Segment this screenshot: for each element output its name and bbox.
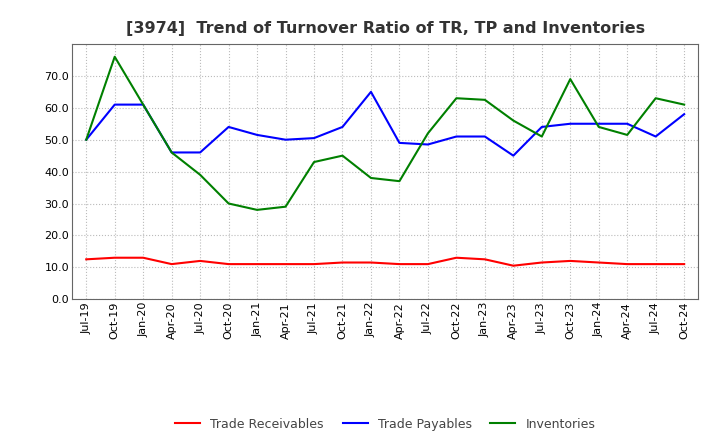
Trade Receivables xyxy=(452,255,461,260)
Inventories xyxy=(82,137,91,142)
Inventories xyxy=(253,207,261,213)
Trade Receivables xyxy=(82,257,91,262)
Inventories xyxy=(167,150,176,155)
Line: Trade Receivables: Trade Receivables xyxy=(86,258,684,266)
Trade Payables xyxy=(452,134,461,139)
Trade Payables xyxy=(167,150,176,155)
Inventories xyxy=(196,172,204,177)
Inventories xyxy=(566,77,575,82)
Inventories xyxy=(110,54,119,59)
Inventories xyxy=(452,95,461,101)
Trade Receivables xyxy=(282,261,290,267)
Inventories xyxy=(509,118,518,123)
Trade Receivables xyxy=(480,257,489,262)
Inventories xyxy=(395,179,404,184)
Trade Receivables xyxy=(110,255,119,260)
Inventories xyxy=(282,204,290,209)
Trade Receivables xyxy=(623,261,631,267)
Inventories xyxy=(652,95,660,101)
Trade Receivables xyxy=(652,261,660,267)
Trade Receivables xyxy=(253,261,261,267)
Inventories xyxy=(623,132,631,138)
Inventories xyxy=(225,201,233,206)
Trade Receivables xyxy=(225,261,233,267)
Trade Payables xyxy=(623,121,631,126)
Trade Payables xyxy=(480,134,489,139)
Trade Payables xyxy=(652,134,660,139)
Trade Payables xyxy=(595,121,603,126)
Trade Payables xyxy=(82,137,91,142)
Trade Payables xyxy=(395,140,404,146)
Trade Payables xyxy=(225,124,233,129)
Trade Receivables xyxy=(338,260,347,265)
Legend: Trade Receivables, Trade Payables, Inventories: Trade Receivables, Trade Payables, Inven… xyxy=(170,413,600,436)
Trade Receivables xyxy=(395,261,404,267)
Trade Payables xyxy=(253,132,261,138)
Inventories xyxy=(338,153,347,158)
Trade Receivables xyxy=(595,260,603,265)
Trade Receivables xyxy=(680,261,688,267)
Trade Receivables xyxy=(566,258,575,264)
Trade Payables xyxy=(338,124,347,129)
Trade Payables xyxy=(423,142,432,147)
Trade Payables xyxy=(139,102,148,107)
Inventories xyxy=(139,102,148,107)
Trade Receivables xyxy=(423,261,432,267)
Inventories xyxy=(537,134,546,139)
Trade Receivables xyxy=(537,260,546,265)
Line: Inventories: Inventories xyxy=(86,57,684,210)
Trade Payables xyxy=(282,137,290,142)
Line: Trade Payables: Trade Payables xyxy=(86,92,684,156)
Trade Payables xyxy=(680,111,688,117)
Inventories xyxy=(310,159,318,165)
Trade Payables xyxy=(509,153,518,158)
Trade Payables xyxy=(566,121,575,126)
Trade Receivables xyxy=(167,261,176,267)
Trade Payables xyxy=(537,124,546,129)
Trade Payables xyxy=(310,136,318,141)
Inventories xyxy=(423,131,432,136)
Inventories xyxy=(595,124,603,129)
Title: [3974]  Trend of Turnover Ratio of TR, TP and Inventories: [3974] Trend of Turnover Ratio of TR, TP… xyxy=(125,21,645,36)
Inventories xyxy=(366,175,375,180)
Inventories xyxy=(680,102,688,107)
Trade Receivables xyxy=(196,258,204,264)
Trade Receivables xyxy=(509,263,518,268)
Trade Payables xyxy=(196,150,204,155)
Inventories xyxy=(480,97,489,103)
Trade Receivables xyxy=(310,261,318,267)
Trade Payables xyxy=(366,89,375,95)
Trade Payables xyxy=(110,102,119,107)
Trade Receivables xyxy=(366,260,375,265)
Trade Receivables xyxy=(139,255,148,260)
